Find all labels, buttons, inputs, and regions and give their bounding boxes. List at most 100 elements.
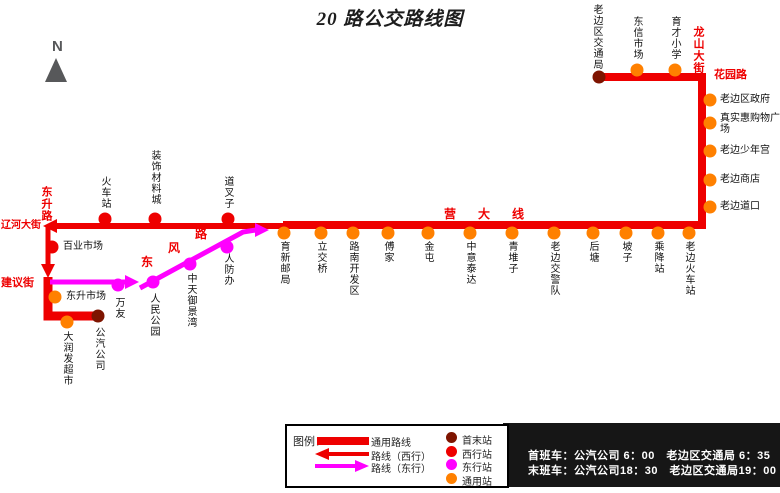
street-label: 建议街: [1, 277, 34, 289]
compass: N: [44, 38, 78, 88]
station-label: 育新邮局: [278, 241, 289, 285]
route-direction-arrow-icon: [41, 264, 55, 278]
north-arrow-icon: [45, 58, 67, 82]
legend-east-station-label: 东行站: [462, 463, 492, 474]
station-dot-common: [703, 200, 717, 214]
station-label: 老边商店: [720, 174, 760, 185]
route-direction-arrow-icon: [255, 223, 269, 237]
route-direction-arrow-icon: [43, 219, 57, 233]
station-label: 立交桥: [315, 241, 326, 274]
street-label: 营大线: [444, 207, 547, 221]
first-bus-times: 首班车：公汽公司 6：00 老边区交通局 6：35: [528, 450, 771, 462]
station-dot-common: [60, 315, 74, 329]
station-dot-west: [221, 212, 235, 226]
station-label: 百业市场: [63, 241, 103, 252]
station-label: 老边火车站: [683, 241, 694, 296]
station-label: 人防办: [222, 253, 233, 286]
station-label: 乘降站: [652, 241, 663, 274]
route-segment: [138, 227, 257, 291]
legend-west-station-label: 西行站: [462, 450, 492, 461]
station-dot-common: [277, 226, 291, 240]
station-dot-common: [421, 226, 435, 240]
compass-north-label: N: [52, 38, 63, 55]
station-dot-common: [314, 226, 328, 240]
station-label: 路南开发区: [347, 241, 358, 296]
station-label: 万友: [113, 297, 124, 319]
route-segment: [283, 73, 706, 229]
station-dot-common: [703, 173, 717, 187]
eastbound-arrow-icon: [315, 460, 369, 472]
legend-box: 图例： 通用路线 路线（西行） 路线（东行） 首末站 西行站 东行站 通用站: [285, 424, 509, 488]
station-label: 火车站: [99, 176, 110, 209]
station-label: 老边区交通局: [591, 4, 602, 70]
last-bus-times: 末班车：公汽公司18：30 老边区交通局19：00: [528, 465, 777, 477]
station-label: 人民公园: [148, 293, 159, 337]
legend-terminal-label: 首末站: [462, 436, 492, 447]
station-label: 育才小学: [669, 16, 680, 60]
station-dot-common: [703, 116, 717, 130]
legend-east-route-label: 路线（东行）: [371, 464, 431, 475]
station-dot-west: [45, 240, 59, 254]
station-dot-common: [682, 226, 696, 240]
street-label: 东升路: [40, 186, 52, 222]
station-dot-west: [98, 212, 112, 226]
station-dot-terminal: [592, 70, 606, 84]
station-dot-east: [146, 275, 160, 289]
station-label: 东信市场: [631, 16, 642, 60]
station-dot-east: [220, 240, 234, 254]
station-label: 老边交警队: [548, 241, 559, 296]
westbound-arrow-icon: [315, 448, 369, 460]
station-label: 中天御景湾: [185, 273, 196, 328]
station-dot-common: [619, 226, 633, 240]
station-label: 道叉子: [222, 176, 233, 209]
station-label: 装饰材料城: [149, 150, 160, 205]
station-dot-common: [505, 226, 519, 240]
common-station-dot-icon: [446, 473, 457, 484]
station-label: 金屯: [422, 241, 433, 263]
station-label: 大润发超市: [61, 331, 72, 386]
station-dot-common: [463, 226, 477, 240]
station-label: 东升市场: [66, 291, 106, 302]
station-label: 老边少年宫: [720, 145, 770, 156]
station-label: 坡子: [620, 241, 631, 263]
station-label: 青堆子: [506, 241, 517, 274]
east-station-dot-icon: [446, 459, 457, 470]
page-title: 20 路公交路线图: [316, 9, 464, 30]
route-direction-arrow-icon: [125, 275, 139, 289]
station-dot-common: [586, 226, 600, 240]
station-dot-common: [346, 226, 360, 240]
street-label: 辽河大街: [1, 220, 41, 231]
street-label: 东: [141, 255, 154, 269]
station-dot-terminal: [91, 309, 105, 323]
street-label: 龙山大街: [692, 26, 704, 74]
legend-west-route-label: 路线（西行）: [371, 452, 431, 463]
station-dot-east: [111, 278, 125, 292]
legend-common-route-label: 通用路线: [371, 438, 411, 449]
street-label: 花园路: [714, 69, 747, 81]
west-station-dot-icon: [446, 446, 457, 457]
station-label: 老边道口: [720, 201, 760, 212]
schedule-box: 首班车：公汽公司 6：00 老边区交通局 6：35 末班车：公汽公司18：30 …: [503, 423, 780, 487]
station-dot-common: [703, 144, 717, 158]
station-dot-common: [651, 226, 665, 240]
legend-common-station-label: 通用站: [462, 477, 492, 488]
station-dot-common: [547, 226, 561, 240]
station-label: 傅家: [382, 241, 393, 263]
route-segment: [43, 277, 100, 321]
station-label: 公汽公司: [93, 327, 104, 371]
street-label: 路: [195, 227, 208, 241]
station-dot-common: [381, 226, 395, 240]
station-dot-common: [630, 63, 644, 77]
station-label: 真实惠购物广场: [720, 113, 780, 135]
street-label: 风: [168, 241, 181, 255]
station-dot-common: [668, 63, 682, 77]
legend-common-route-swatch: [317, 437, 369, 445]
station-label: 后塘: [587, 241, 598, 263]
station-dot-common: [703, 93, 717, 107]
station-dot-east: [183, 257, 197, 271]
terminal-station-dot-icon: [446, 432, 457, 443]
station-dot-west: [148, 212, 162, 226]
station-label: 老边区政府: [720, 94, 770, 105]
